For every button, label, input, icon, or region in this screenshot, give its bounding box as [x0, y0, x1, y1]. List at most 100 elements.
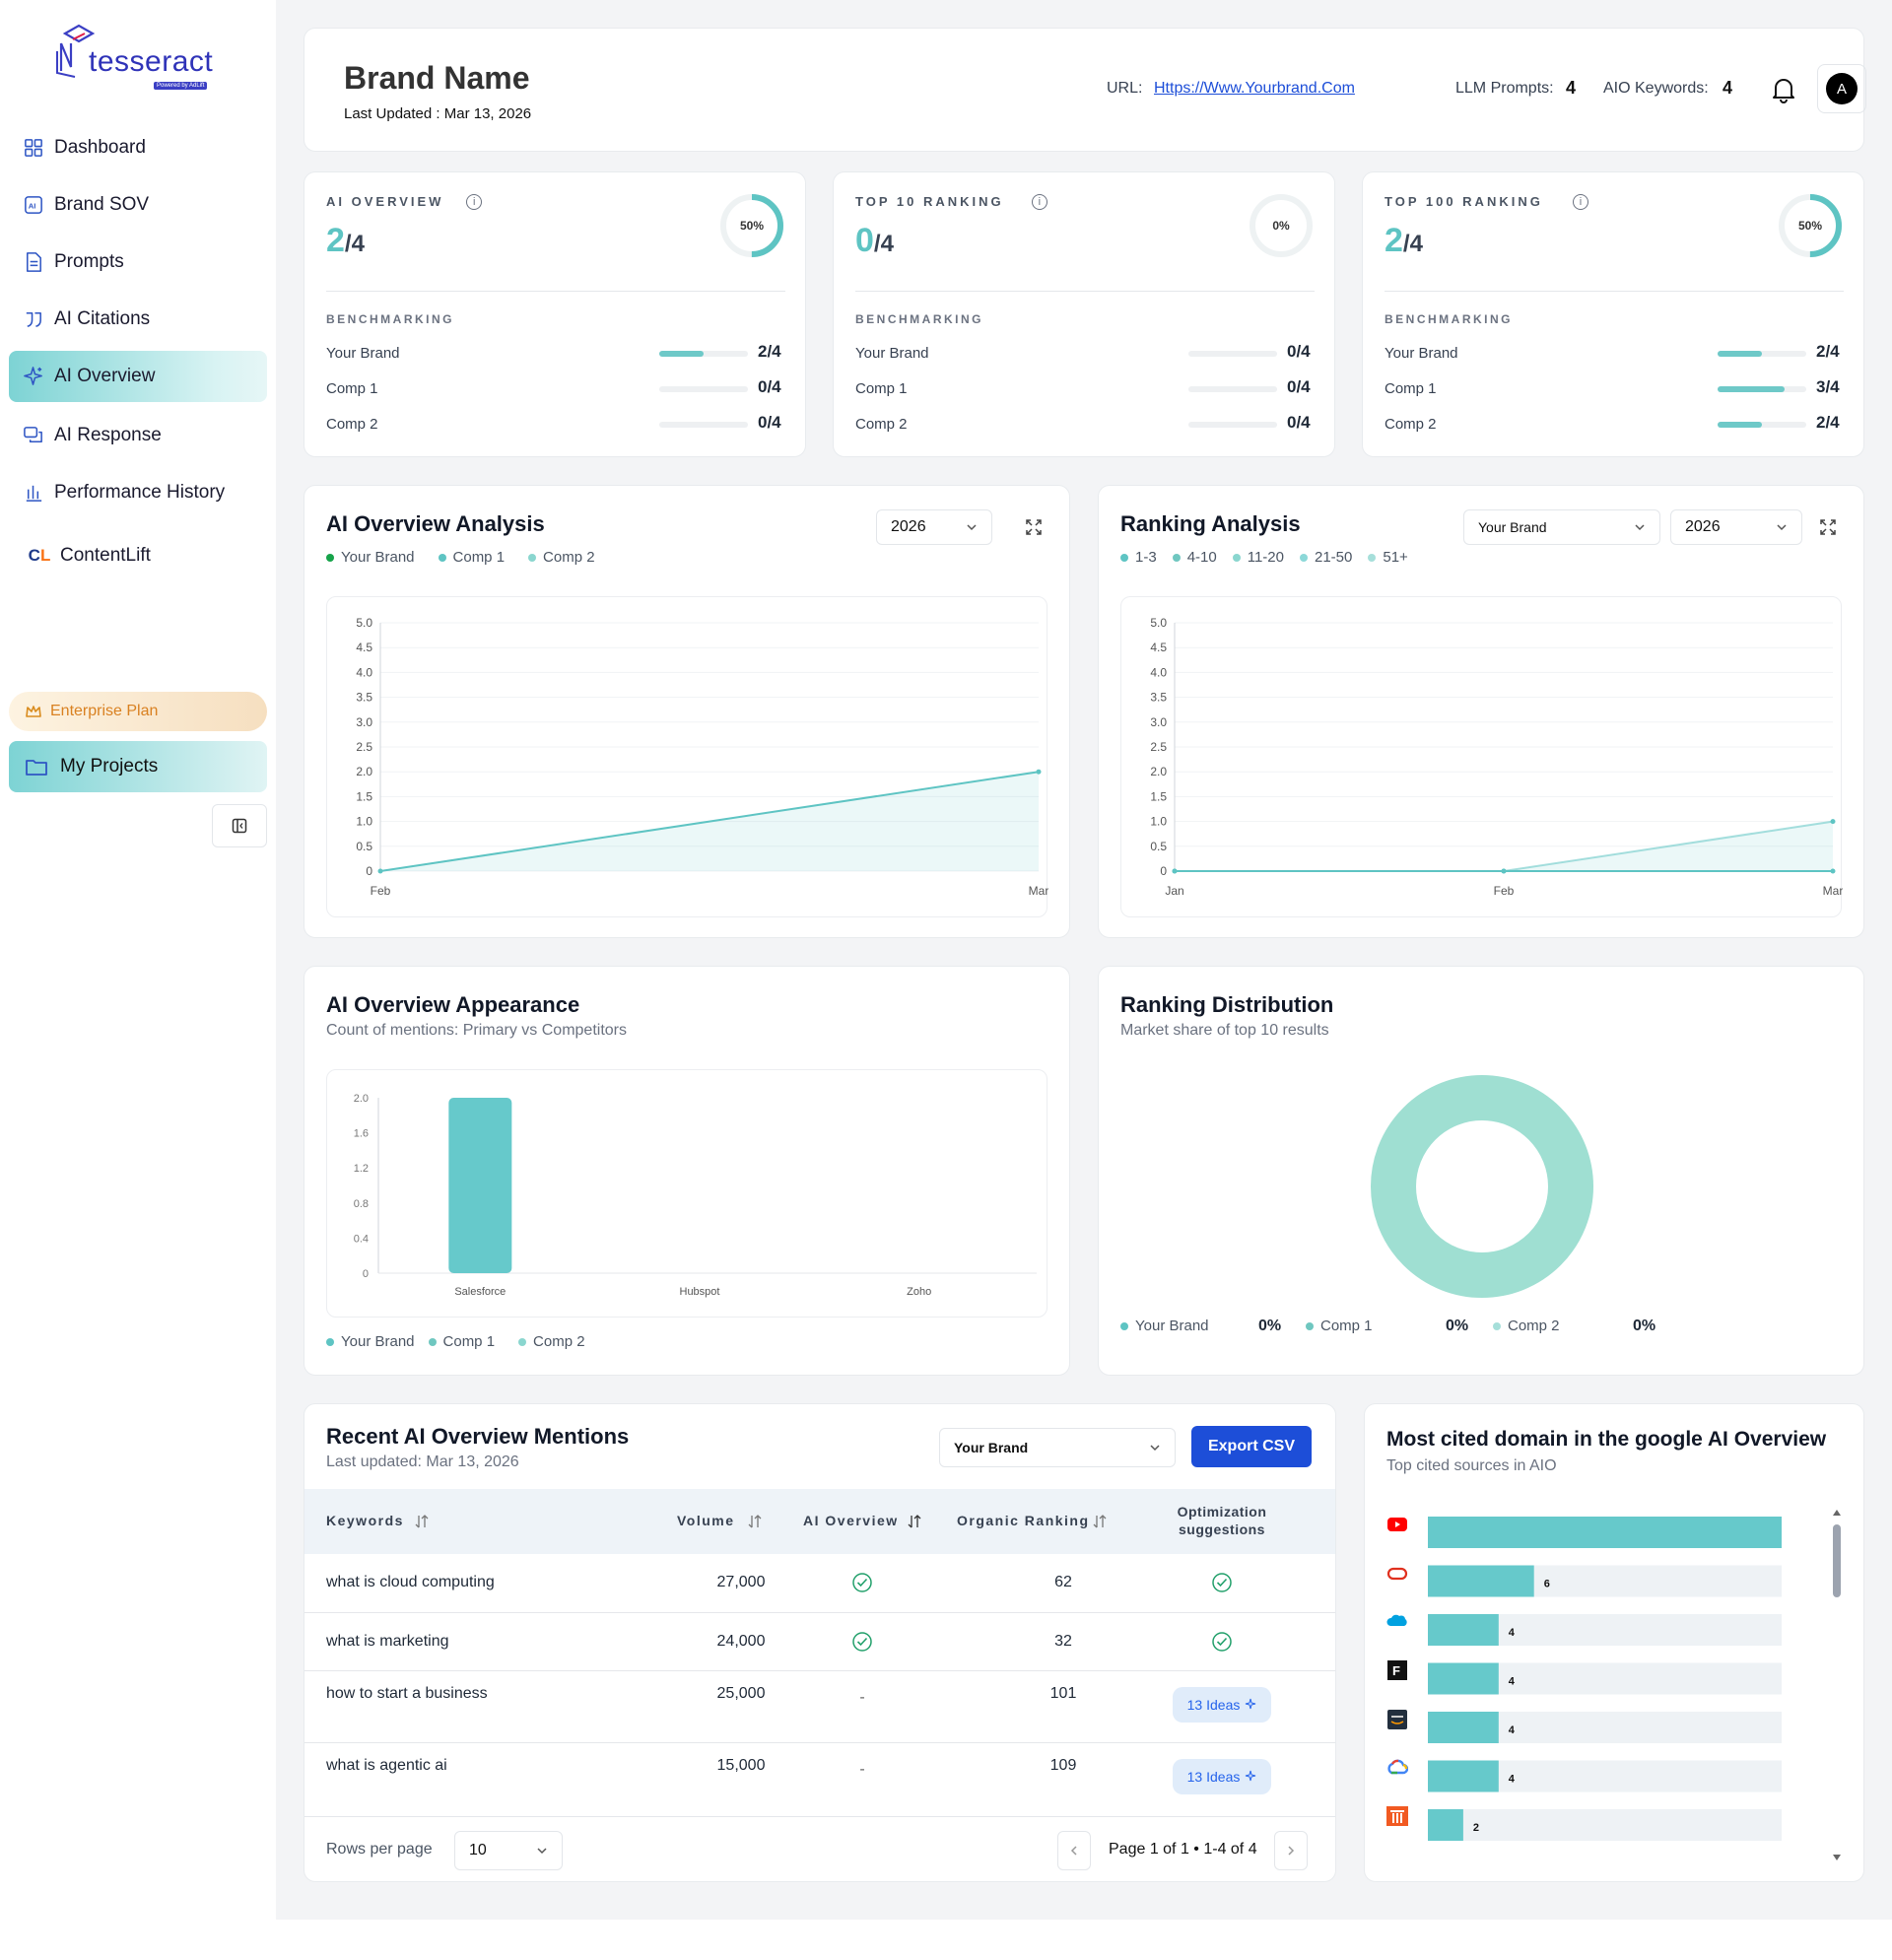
sidebar-item-label: Prompts	[54, 251, 124, 272]
domains-subtitle: Top cited sources in AIO	[1386, 1457, 1557, 1474]
prev-page-button[interactable]	[1057, 1831, 1091, 1870]
ai-overview-cell: -	[859, 1761, 865, 1778]
rows-per-page-select[interactable]: 10	[454, 1831, 563, 1870]
export-csv-button[interactable]: Export CSV	[1191, 1426, 1312, 1467]
legend-1-3: 1-3	[1135, 549, 1157, 566]
y-tick-label: 5.0	[356, 616, 372, 630]
expand-icon[interactable]	[1024, 517, 1044, 537]
domains-title: Most cited domain in the google AI Overv…	[1386, 1428, 1827, 1451]
sidebar-item-ai-overview[interactable]: AI Overview	[9, 351, 267, 402]
mentions-brand-select[interactable]: Your Brand	[939, 1428, 1176, 1467]
bar-ibm	[1428, 1809, 1463, 1841]
x-tick-label: Salesforce	[454, 1286, 506, 1298]
ideas-button[interactable]: 13 Ideas	[1173, 1687, 1271, 1723]
sidebar-item-ai-citations[interactable]: AI Citations	[9, 294, 267, 345]
expand-icon[interactable]	[1818, 517, 1838, 537]
y-tick-label: 1.5	[356, 789, 372, 803]
x-tick-label: Feb	[1494, 884, 1515, 898]
legend-21-50: 21-50	[1314, 549, 1353, 566]
collapse-sidebar-button[interactable]	[212, 804, 267, 847]
scroll-down-icon[interactable]	[1832, 1854, 1842, 1861]
table-row[interactable]: what is cloud computing 27,000 62	[304, 1554, 1335, 1612]
mentions-brand-value: Your Brand	[954, 1440, 1029, 1455]
info-icon[interactable]: i	[1031, 194, 1047, 210]
aio-appearance-chart: 0 0.4 0.8 1.2 1.6 2.0 Salesforce Hubspot Zoho	[354, 1093, 1037, 1298]
sparkle-icon	[23, 366, 44, 387]
sparkle-icon	[1245, 1769, 1256, 1785]
ibm-icon	[1386, 1806, 1408, 1826]
oracle-icon	[1386, 1567, 1408, 1581]
col-keywords[interactable]: Keywords	[326, 1513, 404, 1528]
legend-51-plus: 51+	[1383, 549, 1408, 566]
ranking-analysis-plot: 0 0.5 1.0 1.5 2.0 2.5 3.0 3.5 4.0 4.5 5.0 Jan Feb Mar	[1120, 596, 1843, 917]
col-volume[interactable]: Volume	[677, 1513, 735, 1528]
document-icon	[23, 251, 44, 273]
notification-bell-icon[interactable]	[1771, 76, 1796, 103]
ranking-brand-value: Your Brand	[1478, 519, 1547, 535]
avatar[interactable]: A	[1817, 64, 1866, 113]
sidebar-item-performance-history[interactable]: Performance History	[9, 467, 267, 518]
sort-icon[interactable]	[1093, 1514, 1107, 1529]
ranking-year-select[interactable]: 2026	[1670, 509, 1802, 545]
ai-overview-appearance-card: AI Overview Appearance Count of mentions…	[304, 966, 1070, 1376]
legend-comp-2: Comp 2	[533, 1333, 585, 1350]
sidebar-item-dashboard[interactable]: Dashboard	[9, 122, 267, 173]
scroll-up-icon[interactable]	[1832, 1509, 1842, 1517]
table-row[interactable]: what is marketing 24,000 32	[304, 1612, 1335, 1670]
enterprise-plan-badge[interactable]: Enterprise Plan	[9, 692, 267, 731]
benchmark-value: 2/4	[758, 342, 781, 361]
bar-aws	[1428, 1712, 1499, 1743]
brand-logo[interactable]: tesseract Powered by AdLift	[55, 22, 223, 93]
aio-year-select[interactable]: 2026	[876, 509, 992, 545]
keyword-cell: what is marketing	[326, 1633, 449, 1650]
sort-icon[interactable]	[908, 1514, 921, 1529]
youtube-icon	[1387, 1518, 1407, 1531]
ranking-brand-select[interactable]: Your Brand	[1463, 509, 1660, 545]
my-projects-label: My Projects	[60, 756, 159, 777]
sidebar-item-prompts[interactable]: Prompts	[9, 237, 267, 288]
aio-keywords-value: 4	[1723, 78, 1733, 98]
ranking-cell: 101	[1049, 1685, 1077, 1702]
kpi-label: TOP 10 RANKING	[855, 194, 1004, 209]
ranking-distribution-donut	[1371, 1075, 1593, 1298]
scrollbar-thumb[interactable]	[1833, 1524, 1841, 1597]
col-organic-ranking[interactable]: Organic Ranking	[957, 1513, 1090, 1528]
sort-icon[interactable]	[748, 1514, 762, 1529]
my-projects-button[interactable]: My Projects	[9, 741, 267, 792]
legend-comp-2: Comp 2	[1508, 1318, 1560, 1334]
info-icon[interactable]: i	[466, 194, 483, 210]
brand-url-link[interactable]: Https://Www.Yourbrand.Com	[1154, 80, 1355, 97]
y-tick-label: 1.0	[356, 815, 372, 829]
page-title: Brand Name	[344, 60, 530, 96]
data-point	[1036, 769, 1042, 775]
benchmark-progress-bar	[1188, 422, 1277, 428]
info-icon[interactable]: i	[1573, 194, 1588, 210]
divider	[855, 291, 1315, 292]
sidebar-item-brand-sov[interactable]: AI Brand SOV	[9, 179, 267, 231]
next-page-button[interactable]	[1274, 1831, 1308, 1870]
divider	[1385, 291, 1844, 292]
table-row[interactable]: what is agentic ai 15,000 - 109 13 Ideas	[304, 1742, 1335, 1814]
ai-overview-cell	[851, 1572, 873, 1598]
rows-per-page-value: 10	[469, 1842, 487, 1859]
sidebar-item-contentlift[interactable]: C L ContentLift	[9, 530, 267, 581]
y-tick-label: 2.0	[1150, 765, 1167, 778]
col-ai-overview[interactable]: AI Overview	[803, 1513, 899, 1528]
volume-cell: 25,000	[716, 1685, 766, 1702]
benchmark-progress-bar	[1718, 422, 1806, 428]
sidebar-item-ai-response[interactable]: AI Response	[9, 410, 267, 461]
table-row[interactable]: how to start a business 25,000 - 101 13 Idea…	[304, 1670, 1335, 1742]
aio-analysis-plot: 0 0.5 1.0 1.5 2.0 2.5 3.0 3.5 4.0 4.5 5.0 Feb Mar	[326, 596, 1048, 917]
data-point	[1830, 819, 1836, 825]
ideas-button[interactable]: 13 Ideas	[1173, 1759, 1271, 1794]
mentions-subtitle: Last updated: Mar 13, 2026	[326, 1453, 519, 1470]
sort-icon[interactable]	[415, 1514, 429, 1529]
ai-overview-cell	[851, 1631, 873, 1657]
y-tick-label: 4.5	[1150, 641, 1167, 654]
y-tick-label: 1.0	[1150, 815, 1167, 829]
chevron-down-icon	[967, 524, 977, 531]
x-tick-label: Jan	[1165, 884, 1183, 898]
domains-scrollbar[interactable]	[1830, 1509, 1844, 1863]
sidebar-item-label: Dashboard	[54, 137, 146, 158]
